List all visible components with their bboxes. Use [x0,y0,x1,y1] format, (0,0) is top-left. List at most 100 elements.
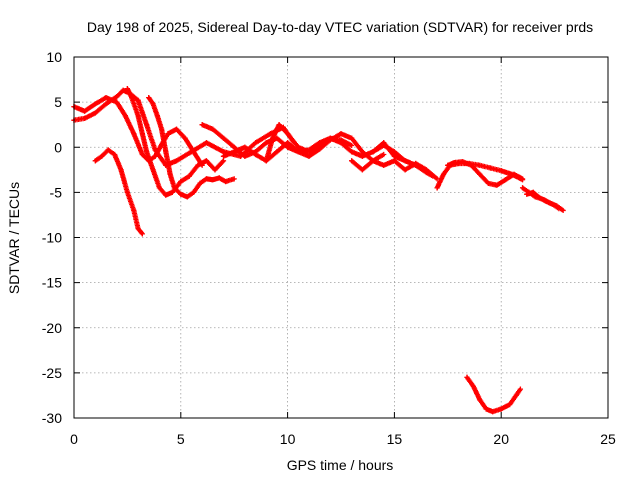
data-point [210,177,216,183]
data-point [146,95,152,101]
data-point [92,101,98,107]
data-point [285,140,291,146]
y-tick-labels: -30 -25 -20 -15 -10 -5 0 5 10 [42,49,62,426]
x-tick-label: 20 [493,431,509,447]
data-point [158,126,165,132]
data-point [118,167,124,173]
data-point [173,158,180,164]
data-point [114,99,120,105]
data-point [306,153,312,159]
series-arc-10 [370,142,436,179]
data-point [370,158,376,164]
data-point [178,178,184,185]
y-axis-label: SDTVAR / TECUs [6,182,22,294]
series-track [92,147,145,236]
series-track [464,374,523,415]
data-point [306,149,312,155]
data-point [169,189,175,195]
data-point [242,153,248,159]
data-point [92,110,98,116]
data-point [163,149,169,155]
data-point [99,153,105,159]
data-point [549,201,556,207]
data-point [470,383,477,390]
grid-lines [74,57,608,418]
series-arc-2 [71,95,205,168]
data-point [556,206,562,212]
data-point [381,151,387,158]
data-point [139,151,145,158]
y-tick-label: 5 [54,94,62,110]
data-point [220,153,227,159]
data-point [105,147,111,153]
data-point [122,113,128,119]
data-point [285,131,291,137]
data-point [152,153,158,159]
data-point [144,149,150,155]
series-arc-4 [92,147,145,237]
series-arc-5 [146,95,237,200]
data-point [498,168,504,174]
chart-title: Day 198 of 2025, Sidereal Day-to-day VTE… [87,19,593,35]
data-point [507,401,513,408]
data-point [402,167,408,173]
y-tick-label: -20 [42,320,62,336]
data-point [517,386,524,392]
data-point [150,101,156,107]
data-point [144,122,150,128]
y-tick-label: 10 [46,49,62,65]
y-tick-label: 0 [54,139,62,155]
data-point [270,135,276,141]
data-point [184,194,190,200]
x-tick-label: 10 [280,431,296,447]
data-point [413,162,419,168]
data-point [440,171,447,177]
data-point [186,173,192,179]
data-point [203,140,210,146]
data-point [274,149,280,155]
data-point [477,171,483,177]
x-tick-label: 25 [600,431,616,447]
data-point [445,162,451,168]
data-point [199,122,205,128]
data-point [203,176,210,182]
data-point [513,392,519,399]
data-point [92,158,98,164]
data-point [150,167,156,173]
data-point [103,95,109,101]
data-point [182,135,188,141]
data-point [210,126,216,132]
data-point [359,153,365,159]
data-point [103,101,109,107]
data-point [468,162,474,168]
data-point [191,149,197,155]
data-point [338,140,344,146]
data-point [252,151,259,158]
data-point [135,113,141,119]
data-point [231,144,237,150]
data-point [370,149,376,155]
data-point [381,162,387,168]
data-point [349,135,355,141]
data-point [530,189,536,195]
data-point [135,97,141,103]
series-arc-12 [445,159,526,188]
data-point [295,144,301,150]
data-point [402,158,408,164]
data-point [464,374,470,380]
y-tick-label: -10 [42,230,62,246]
tick-marks [73,56,609,419]
data-point [263,140,269,146]
data-point [276,122,282,128]
data-point [317,144,323,150]
x-tick-labels: 0 5 10 15 20 25 [70,431,616,447]
x-tick-label: 0 [70,431,78,447]
data-point [423,169,430,176]
data-point [485,180,491,186]
data-point [223,178,229,185]
data-point [195,162,201,168]
series-arc-15 [464,374,524,415]
data-point [327,135,333,141]
x-axis-label: GPS time / hours [287,457,394,473]
